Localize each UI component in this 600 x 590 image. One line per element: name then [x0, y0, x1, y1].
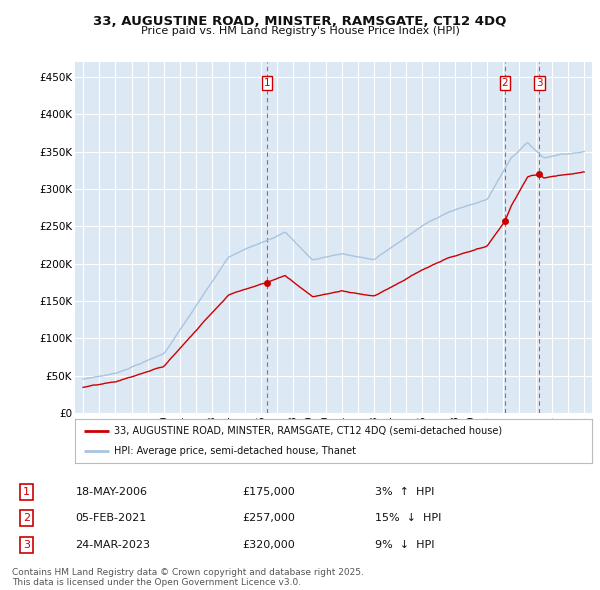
Text: 1: 1: [263, 78, 271, 88]
Text: 24-MAR-2023: 24-MAR-2023: [76, 540, 151, 550]
Text: Price paid vs. HM Land Registry's House Price Index (HPI): Price paid vs. HM Land Registry's House …: [140, 26, 460, 36]
Text: £175,000: £175,000: [242, 487, 295, 497]
Text: 3: 3: [536, 78, 542, 88]
Text: 2: 2: [23, 513, 30, 523]
Text: HPI: Average price, semi-detached house, Thanet: HPI: Average price, semi-detached house,…: [114, 446, 356, 456]
Text: 15%  ↓  HPI: 15% ↓ HPI: [375, 513, 441, 523]
Text: £257,000: £257,000: [242, 513, 295, 523]
Text: 05-FEB-2021: 05-FEB-2021: [76, 513, 146, 523]
Text: 33, AUGUSTINE ROAD, MINSTER, RAMSGATE, CT12 4DQ (semi-detached house): 33, AUGUSTINE ROAD, MINSTER, RAMSGATE, C…: [114, 426, 502, 436]
Text: Contains HM Land Registry data © Crown copyright and database right 2025.
This d: Contains HM Land Registry data © Crown c…: [12, 568, 364, 587]
Text: 9%  ↓  HPI: 9% ↓ HPI: [375, 540, 434, 550]
Text: 18-MAY-2006: 18-MAY-2006: [76, 487, 148, 497]
Text: £320,000: £320,000: [242, 540, 295, 550]
Text: 33, AUGUSTINE ROAD, MINSTER, RAMSGATE, CT12 4DQ: 33, AUGUSTINE ROAD, MINSTER, RAMSGATE, C…: [94, 15, 506, 28]
Text: 2: 2: [502, 78, 508, 88]
Text: 1: 1: [23, 487, 30, 497]
Text: 3%  ↑  HPI: 3% ↑ HPI: [375, 487, 434, 497]
Text: 3: 3: [23, 540, 30, 550]
